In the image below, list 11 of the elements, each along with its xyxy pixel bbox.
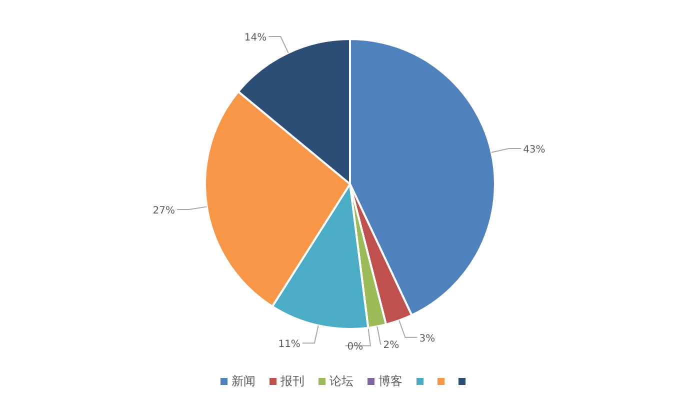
data-label: 11% <box>278 339 300 350</box>
data-label: 27% <box>152 206 176 216</box>
data-label: 3% <box>419 333 436 344</box>
legend-label: 新闻 <box>232 374 256 388</box>
legend-label: 报刊 <box>280 374 304 388</box>
data-label: 2% <box>383 340 400 352</box>
data-label: 14% <box>244 32 267 44</box>
data-label: 43% <box>523 144 546 156</box>
legend-label: 论坛 <box>330 374 354 388</box>
text: 0% <box>347 342 364 353</box>
legend-label: 博客 <box>378 374 402 388</box>
